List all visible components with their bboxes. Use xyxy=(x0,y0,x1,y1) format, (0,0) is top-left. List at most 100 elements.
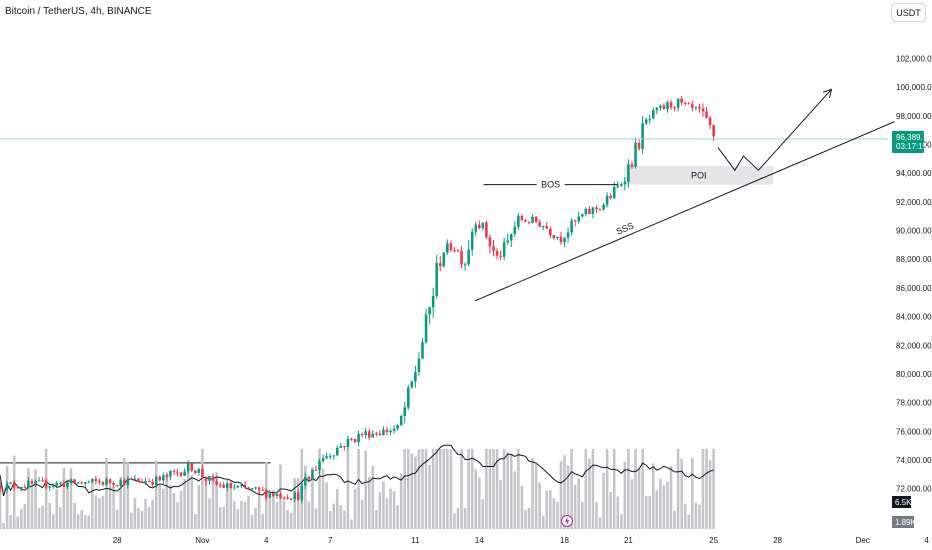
x-tick-label: Nov xyxy=(195,536,209,545)
lightning-icon[interactable] xyxy=(561,515,573,527)
candle xyxy=(417,352,421,376)
candle xyxy=(66,482,69,490)
currency-button[interactable]: USDT xyxy=(891,3,926,22)
volume-bar xyxy=(275,501,279,529)
volume-bar xyxy=(289,512,293,529)
volume-bar xyxy=(233,501,236,529)
candle xyxy=(467,239,470,267)
volume-bar xyxy=(470,449,474,529)
volume-bar xyxy=(286,509,289,529)
poi-zone[interactable] xyxy=(624,166,774,185)
volume-current-badge xyxy=(892,496,911,508)
candle xyxy=(215,478,218,486)
y-tick-label: 98,000.00 xyxy=(896,112,932,121)
candle xyxy=(83,481,87,487)
volume-bar xyxy=(371,466,375,529)
candle xyxy=(623,177,627,191)
volume-bar xyxy=(91,480,94,529)
volume-bar xyxy=(183,478,186,529)
volume-bar xyxy=(350,519,353,529)
volume-bar xyxy=(701,449,705,529)
volume-bar xyxy=(69,468,73,529)
candle xyxy=(705,107,708,119)
candle xyxy=(300,482,304,504)
volume-bar xyxy=(495,449,499,529)
volume-bar xyxy=(389,488,392,529)
volume-bar xyxy=(98,497,101,529)
candle xyxy=(353,438,357,444)
volume-bar xyxy=(708,460,712,529)
candle xyxy=(62,480,66,488)
projection-arrow[interactable] xyxy=(717,90,831,172)
volume-bar xyxy=(509,453,513,529)
candle xyxy=(538,219,541,228)
candle xyxy=(179,471,183,478)
candle xyxy=(524,218,527,223)
candle xyxy=(513,221,517,237)
candle xyxy=(59,481,62,486)
candle xyxy=(332,455,336,461)
volume-bar xyxy=(343,510,346,529)
candle xyxy=(509,233,513,247)
candle xyxy=(222,482,225,488)
x-tick-label: 4 xyxy=(924,536,929,545)
candle xyxy=(296,488,300,502)
volume-bar xyxy=(179,491,183,529)
volume-bar xyxy=(2,522,5,529)
x-tick-label: 14 xyxy=(475,536,484,545)
candle xyxy=(605,192,609,208)
y-tick-label: 82,000.00 xyxy=(896,341,932,350)
candle xyxy=(279,491,282,500)
volume-bar xyxy=(403,449,407,529)
candle xyxy=(691,100,694,112)
volume-bar xyxy=(122,458,126,529)
candle xyxy=(2,489,5,491)
candle xyxy=(655,106,659,115)
candle xyxy=(442,252,446,268)
candle xyxy=(385,426,389,436)
candle xyxy=(485,220,488,240)
volume-bar xyxy=(165,473,169,529)
candle xyxy=(69,478,73,486)
candle xyxy=(208,475,211,485)
volume-bar xyxy=(325,482,328,529)
candle xyxy=(162,472,165,485)
volume-bar xyxy=(311,466,314,529)
volume-bar xyxy=(314,508,318,529)
volume-bar xyxy=(108,485,112,529)
candle xyxy=(669,99,673,110)
candle xyxy=(620,182,623,187)
candle xyxy=(16,486,20,489)
volume-bar xyxy=(637,469,641,529)
candle xyxy=(694,106,698,111)
candle xyxy=(630,161,634,169)
candle xyxy=(651,107,655,120)
candle xyxy=(573,219,577,227)
volume-bar xyxy=(602,472,605,529)
volume-bar xyxy=(644,496,648,529)
volume-bar xyxy=(154,460,158,529)
volume-bar xyxy=(485,449,488,529)
volume-bar xyxy=(236,509,240,529)
volume-bar xyxy=(169,485,172,529)
volume-bar xyxy=(534,464,538,529)
candle xyxy=(470,228,474,256)
candle xyxy=(272,493,275,498)
candle xyxy=(55,480,59,487)
candle xyxy=(438,256,442,272)
volume-bar xyxy=(176,502,179,529)
volume-bar xyxy=(417,449,421,529)
sss-trendline[interactable] xyxy=(474,121,895,302)
candle xyxy=(566,227,570,243)
candle xyxy=(392,425,396,434)
volume-bar xyxy=(517,449,520,529)
volume-bar xyxy=(659,478,662,529)
candle xyxy=(488,234,492,254)
candle xyxy=(570,218,573,236)
candle xyxy=(662,103,666,110)
volume-bar xyxy=(623,461,627,529)
volume-bar xyxy=(367,476,371,529)
volume-bar xyxy=(598,517,602,529)
candle xyxy=(673,106,676,112)
